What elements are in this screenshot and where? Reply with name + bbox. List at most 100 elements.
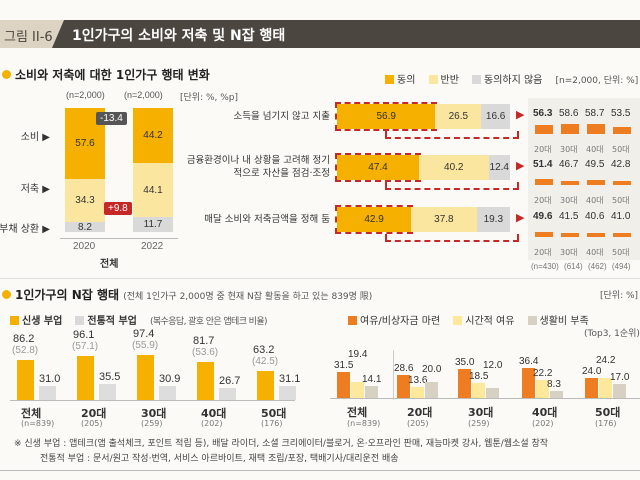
bar-new-sidejob (137, 355, 154, 400)
value-apptech: (55.9) (132, 340, 159, 352)
age-label: 50대 (612, 248, 630, 257)
right-unit: [n=2,000, 단위: %] (555, 76, 639, 86)
hbar-segment: 26.5 (435, 104, 482, 129)
bar-new-sidejob (77, 355, 94, 400)
value-reason: 19.4 (348, 349, 368, 361)
legend-reason3: 생활비 부족 (527, 316, 589, 327)
bar-reason (351, 382, 364, 398)
arrow-icon: ▶ (516, 211, 525, 224)
bar-new-sidejob (257, 370, 274, 400)
age-label: 30대 (560, 248, 578, 257)
bar-reason (585, 378, 598, 398)
age-value: 56.3 (533, 108, 553, 119)
change-consumption-badge: -13.4 (96, 112, 127, 125)
category-label: 40대 (532, 406, 558, 419)
section2-unit: [단위: %] (600, 291, 639, 301)
x-tick-label: 2022 (141, 241, 164, 252)
age-value: 58.7 (585, 108, 605, 119)
row-label-saving: 저축 ▶ (20, 184, 50, 195)
category-n: (n=839) (347, 419, 381, 428)
category-label: 20대 (81, 407, 107, 420)
figure-label: 그림 II-6 (0, 20, 64, 48)
age-bar (587, 179, 605, 185)
value-traditional-sidejob: 31.1 (279, 372, 301, 385)
age-label: 30대 (560, 145, 578, 154)
header-banner (52, 20, 640, 48)
bar-new-sidejob (17, 360, 34, 400)
row-label-debt: 부채 상환 ▶ (0, 224, 50, 235)
bar-reason (425, 381, 438, 398)
bar-reason (599, 378, 612, 398)
legend-agreement: 동의 반반 동의하지 않음 [n=2,000, 단위: %] (385, 68, 638, 87)
connector-line (385, 234, 519, 242)
bar-reason (522, 368, 535, 398)
group-label: 전체 (100, 259, 119, 270)
footnote-1: ※ 신생 부업 : 앱테크(앱 출석체크, 포인트 적립 등), 배달 라이더,… (14, 439, 549, 449)
age-label: 20대 (534, 196, 552, 205)
age-value: 58.6 (559, 108, 579, 119)
age-label: 40대 (586, 145, 604, 154)
legend-reason1: 여유/비상자금 마련 (348, 316, 440, 327)
age-value: 51.4 (533, 159, 553, 170)
value-traditional-sidejob: 26.7 (219, 374, 241, 387)
age-value: 42.8 (611, 159, 631, 170)
category-n: (176) (595, 419, 617, 428)
age-bar (587, 233, 605, 237)
bar-segment: 34.3 (65, 179, 105, 222)
age-value: 41.5 (559, 211, 579, 222)
value-new-sidejob: 97.4 (133, 328, 155, 341)
legend-new-sidejob: 신생 부업 (10, 316, 62, 327)
age-label: 40대 (586, 248, 604, 257)
bar-traditional-sidejob (99, 383, 116, 400)
category-label: 전체 (21, 407, 42, 420)
value-reason: 8.3 (547, 379, 561, 391)
bar-segment: 44.2 (133, 108, 173, 163)
value-new-sidejob: 81.7 (193, 335, 215, 348)
age-value: 49.5 (585, 159, 605, 170)
age-label: 20대 (534, 145, 552, 154)
category-label: 40대 (201, 407, 227, 420)
category-n: (n=839) (21, 419, 55, 428)
section2-title: 1인가구의 N잡 행태 (전체 1인가구 2,000명 중 현재 N잡 활동을 … (2, 286, 372, 303)
category-label: 전체 (347, 406, 368, 419)
category-label: 20대 (407, 406, 433, 419)
age-bar (535, 231, 553, 237)
category-label: 30대 (141, 407, 167, 420)
bar-reason (613, 384, 626, 398)
row-label: 소득을 넘기지 않고 지출 (233, 111, 330, 122)
value-apptech: (52.8) (12, 345, 39, 357)
connector-line (385, 131, 519, 139)
baseline (330, 398, 640, 399)
category-n: (202) (532, 419, 554, 428)
value-reason: 31.5 (334, 360, 354, 372)
baseline (10, 400, 295, 401)
row-label: 금융환경이나 내 상황을 고려해 정기적으로 자산을 점검·조정 (186, 155, 330, 179)
bullet-icon (2, 290, 11, 299)
n-label-2020: (n=2,000) (66, 90, 105, 100)
age-bar (561, 233, 579, 237)
value-reason: 18.5 (469, 370, 489, 382)
age-bar (561, 123, 579, 134)
age-label: 50대 (612, 145, 630, 154)
section2-subtitle: (전체 1인가구 2,000명 중 현재 N잡 활동을 하고 있는 839명 限… (123, 292, 373, 302)
bar-reason (536, 379, 549, 398)
change-saving-badge: +9.8 (104, 202, 132, 215)
value-reason: 13.6 (408, 374, 428, 386)
age-label: 20대 (534, 248, 552, 257)
age-n-labels: (n=430) (614) (462) (494) (531, 262, 631, 271)
legend-traditional-sidejob: 전통적 부업 (75, 316, 137, 327)
bar-traditional-sidejob (39, 385, 56, 400)
value-traditional-sidejob: 30.9 (159, 372, 181, 385)
section2-title-text: 1인가구의 N잡 행태 (15, 288, 120, 302)
value-reason: 14.1 (362, 374, 382, 386)
age-bar (561, 181, 579, 185)
legend-reasons: 여유/비상자금 마련 시간적 여유 생활비 부족 (348, 309, 597, 328)
bar-traditional-sidejob (279, 385, 296, 400)
bar-traditional-sidejob (219, 387, 236, 400)
category-n: (259) (141, 419, 163, 428)
bar-segment: 11.7 (133, 217, 173, 232)
category-label: 30대 (468, 406, 494, 419)
category-n: (205) (407, 419, 429, 428)
bar-reason (337, 372, 350, 398)
bar-reason (365, 386, 378, 398)
